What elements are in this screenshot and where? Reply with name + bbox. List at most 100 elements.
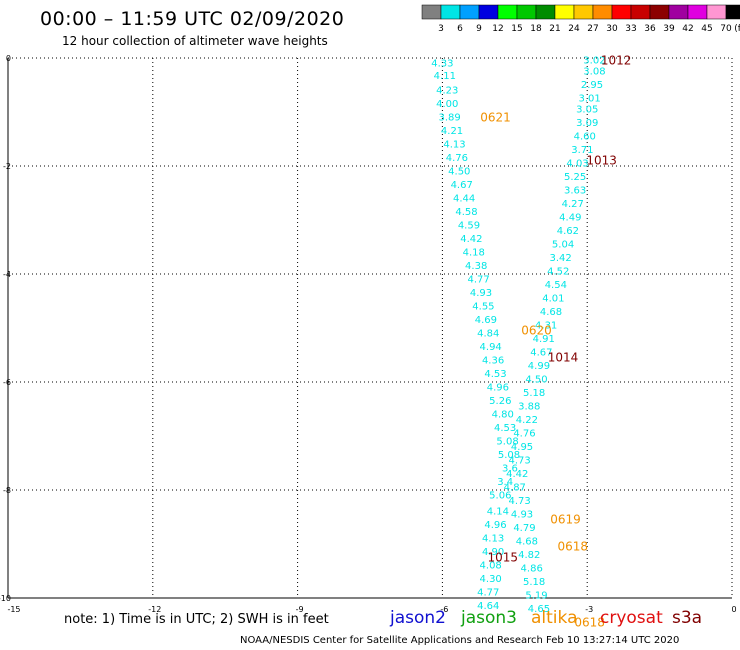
wave-height-label: 4.50	[448, 166, 470, 177]
wave-height-label: 4.23	[436, 85, 458, 96]
x-tick-label: 0	[731, 605, 736, 614]
satellite-legend-cryosat: cryosat	[600, 608, 663, 628]
y-tick-label: -8	[3, 486, 11, 495]
wave-height-label: 4.01	[542, 293, 564, 304]
colorbar-label: 42	[682, 24, 693, 34]
x-tick-label: -12	[148, 605, 161, 614]
wave-height-label: 3.71	[571, 145, 593, 156]
colorbar-label: 9	[476, 24, 482, 34]
wave-height-label: 4.84	[477, 328, 499, 339]
pass-time-label: 0618	[574, 615, 605, 629]
y-tick-label: -2	[3, 162, 11, 171]
colorbar-label: 3	[438, 24, 444, 34]
y-tick-label: -10	[0, 594, 11, 603]
wave-height-label: 3.42	[550, 253, 572, 264]
wave-height-label: 4.82	[518, 550, 540, 561]
wave-height-label: 4.67	[451, 180, 473, 191]
wave-height-label: 3.09	[576, 118, 598, 129]
colorbar-label: 18	[530, 24, 542, 34]
wave-height-label: 2.95	[581, 80, 603, 91]
wave-height-label: 3.01	[578, 94, 600, 105]
wave-height-label: 3.05	[576, 104, 598, 115]
wave-height-label: 4.58	[455, 207, 477, 218]
satellite-legend-s3a: s3a	[672, 608, 703, 628]
wave-height-label: 4.68	[540, 307, 562, 318]
x-tick-label: -6	[440, 605, 448, 614]
colorbar-label: 27	[587, 24, 598, 34]
wave-height-label: 4.94	[480, 342, 502, 353]
wave-height-label: 4.11	[434, 71, 456, 82]
wave-height-label: 4.22	[516, 415, 538, 426]
x-tick-label: -9	[296, 605, 304, 614]
wave-height-label: 4.13	[443, 139, 465, 150]
wave-height-label: 4.79	[513, 523, 535, 534]
wave-height-label: 4.18	[463, 247, 485, 258]
wave-height-label: 4.38	[465, 261, 487, 272]
wave-height-label: 4.30	[480, 574, 502, 585]
wave-height-label: 4.31	[535, 320, 557, 331]
wave-height-label: 4.64	[477, 601, 499, 612]
pass-time-label: 1013	[586, 154, 617, 168]
wave-height-label: 4.65	[528, 604, 550, 615]
satellite-legend-jason3: jason3	[461, 608, 517, 628]
wave-height-label: 4.33	[431, 58, 453, 69]
wave-height-label: 4.73	[508, 496, 530, 507]
wave-height-label: 5.18	[523, 388, 545, 399]
wave-height-label: 4.42	[506, 469, 528, 480]
wave-height-label: 4.53	[494, 423, 516, 434]
wave-height-label: 4.53	[484, 369, 506, 380]
colorbar-label: 15	[511, 24, 522, 34]
wave-height-label: 4.77	[467, 274, 489, 285]
colorbar-label: 70	[720, 24, 732, 34]
wave-height-label: 5.08	[498, 450, 520, 461]
wave-height-label: 4.95	[511, 442, 533, 453]
wave-height-label: 4.36	[482, 355, 504, 366]
wave-height-label: 5.04	[552, 239, 574, 250]
wave-height-label: 4.69	[475, 315, 497, 326]
wave-height-label: 4.55	[472, 301, 494, 312]
wave-height-label: 3.63	[564, 185, 586, 196]
pass-time-label: 0618	[557, 540, 588, 554]
wave-height-label: 4.93	[511, 509, 533, 520]
footer-note: note: 1) Time is in UTC; 2) SWH is in fe…	[64, 612, 329, 627]
colorbar-label: 24	[568, 24, 580, 34]
pass-time-label: 1014	[548, 351, 579, 365]
x-tick-label: -3	[585, 605, 593, 614]
y-tick-label: -6	[3, 378, 11, 387]
wave-height-label: 4.03	[566, 158, 588, 169]
wave-height-label: 3.02	[583, 56, 605, 67]
wave-height-label: 4.52	[547, 266, 569, 277]
wave-height-label: 4.67	[530, 347, 552, 358]
wave-height-label: 4.86	[521, 563, 543, 574]
wave-height-label: 4.99	[528, 361, 550, 372]
pass-time-label: 0619	[550, 513, 581, 527]
colorbar-unit: (ft)	[734, 24, 740, 34]
colorbar-label: 21	[549, 24, 560, 34]
pass-time-label: 1012	[601, 54, 632, 68]
colorbar-swatch	[725, 4, 740, 20]
footer-credit: NOAA/NESDIS Center for Satellite Applica…	[240, 635, 680, 646]
wave-height-label: 4.08	[480, 561, 502, 572]
wave-height-label: 4.54	[545, 280, 567, 291]
x-tick-label: -15	[7, 605, 20, 614]
wave-height-label: 4.73	[508, 455, 530, 466]
wave-height-label: 4.77	[477, 588, 499, 599]
wave-height-label: 4.60	[574, 131, 596, 142]
wave-height-label: 4.87	[504, 482, 526, 493]
wave-height-label: 4.27	[562, 199, 584, 210]
wave-height-label: 4.49	[559, 212, 581, 223]
colorbar-label: 33	[625, 24, 636, 34]
y-tick-label: -4	[3, 270, 11, 279]
pass-time-label: 0621	[480, 110, 511, 124]
wave-height-label: 5.18	[523, 577, 545, 588]
colorbar-label: 6	[457, 24, 463, 34]
wave-height-label: 3.4	[497, 477, 513, 488]
wave-height-label: 4.44	[453, 193, 475, 204]
colorbar-label: 45	[701, 24, 712, 34]
wave-height-label: 4.14	[487, 507, 509, 518]
wave-height-label: 5.19	[525, 590, 547, 601]
satellite-legend-altika: altika	[531, 608, 578, 628]
wave-height-label: 3.6	[502, 463, 518, 474]
page-title: 00:00 – 11:59 UTC 02/09/2020	[40, 8, 345, 30]
